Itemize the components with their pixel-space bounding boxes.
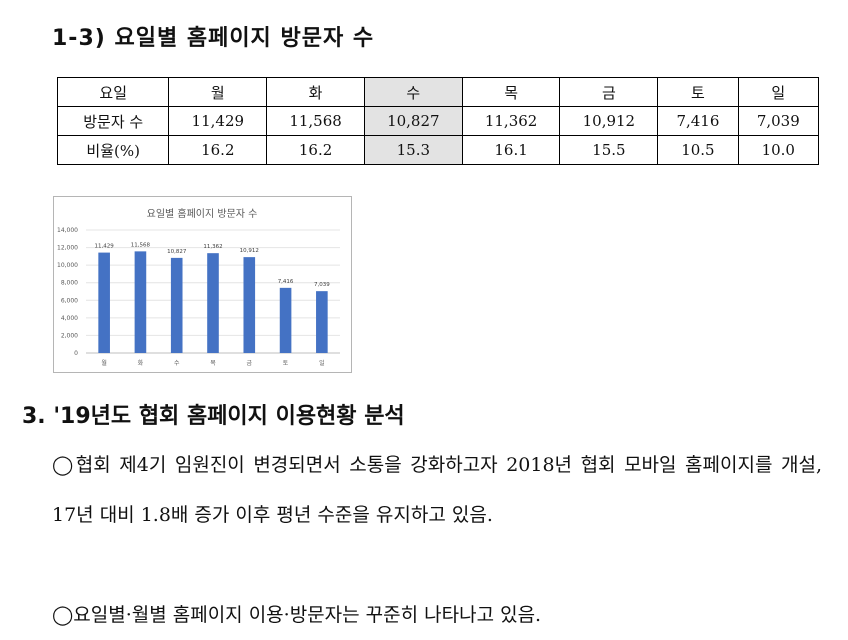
bar [170, 257, 183, 353]
visitor-table: 요일 월 화 수 목 금 토 일 방문자 수 11,429 11,568 10,… [56, 77, 820, 165]
y-tick-label: 6,000 [61, 297, 78, 304]
table-cell: 방문자 수 [56, 106, 170, 136]
table-cell: 10.5 [657, 135, 739, 165]
x-tick-label: 목 [210, 360, 216, 367]
bar [207, 253, 219, 353]
bar [316, 291, 328, 353]
table-cell: 토 [657, 77, 739, 107]
table-cell: 11,429 [168, 106, 268, 136]
bar-value-label: 11,568 [131, 242, 151, 248]
x-tick-label: 토 [283, 360, 289, 367]
table-cell-highlight: 15.3 [363, 135, 463, 165]
chart-title: 요일별 홈페이지 방문자 수 [147, 207, 258, 220]
table-cell: 비율(%) [56, 135, 170, 165]
paragraph-mobile-homepage: ◯협회 제4기 임원진이 변경되면서 소통을 강화하고자 2018년 협회 모바… [52, 454, 822, 526]
table-header-row: 요일 월 화 수 목 금 토 일 [56, 77, 820, 107]
paragraph-weekday-monthly: ◯요일별·월별 홈페이지 이용·방문자는 꾸준히 나타나고 있음. [52, 604, 542, 626]
table-cell: 일 [737, 77, 820, 107]
table-cell: 금 [559, 77, 659, 107]
table-cell: 16.1 [461, 135, 561, 165]
y-tick-label: 2,000 [61, 332, 78, 339]
table-cell-highlight: 10,827 [363, 106, 463, 136]
table-row-ratio: 비율(%) 16.2 16.2 15.3 16.1 15.5 10.5 10.0 [56, 135, 820, 165]
y-tick-label: 14,000 [57, 227, 78, 234]
y-tick-label: 10,000 [57, 262, 78, 269]
x-tick-label: 월 [101, 359, 107, 367]
y-tick-label: 8,000 [61, 280, 78, 287]
y-tick-label: 4,000 [61, 315, 78, 322]
y-tick-label: 12,000 [57, 245, 78, 252]
section-title-usage-analysis: 3. '19년도 협회 홈페이지 이용현황 분석 [22, 404, 405, 429]
bar-value-label: 11,362 [203, 244, 222, 250]
chart-svg: 요일별 홈페이지 방문자 수 0 2,000 4,000 6,000 8,000 10,00… [57, 207, 340, 367]
bar-value-label: 11,429 [95, 244, 115, 250]
x-tick-label: 수 [174, 360, 180, 367]
x-tick-label: 일 [319, 359, 325, 367]
table-cell: 목 [461, 77, 561, 107]
table-cell-highlight: 수 [363, 77, 463, 107]
table-cell: 10,912 [559, 106, 659, 136]
y-tick-label: 0 [74, 350, 78, 357]
table-cell: 11,568 [266, 106, 365, 136]
table-cell: 16.2 [266, 135, 365, 165]
bar-value-label: 7,039 [314, 282, 330, 288]
table-cell: 11,362 [461, 106, 561, 136]
table-cell: 7,039 [737, 106, 820, 136]
table-cell: 요일 [56, 77, 170, 107]
table-cell: 화 [266, 77, 365, 107]
x-tick-label: 화 [138, 360, 144, 367]
table-cell: 월 [168, 77, 268, 107]
visitor-bar-chart: 요일별 홈페이지 방문자 수 0 2,000 4,000 6,000 8,000 10,00… [53, 196, 352, 373]
table-cell: 10.0 [737, 135, 820, 165]
bar [243, 257, 256, 353]
section-title-visitors-by-weekday: 1-3) 요일별 홈페이지 방문자 수 [52, 26, 375, 51]
table-cell: 7,416 [657, 106, 739, 136]
x-tick-label: 금 [247, 360, 253, 367]
bar [279, 287, 292, 353]
bar-value-label: 7,416 [278, 279, 294, 285]
table-row-visitors: 방문자 수 11,429 11,568 10,827 11,362 10,912… [56, 106, 820, 136]
bar [98, 252, 110, 353]
bar-value-label: 10,827 [167, 249, 187, 255]
bar-value-label: 10,912 [240, 248, 259, 254]
bar [134, 251, 147, 353]
table-cell: 15.5 [559, 135, 659, 165]
table-cell: 16.2 [168, 135, 268, 165]
